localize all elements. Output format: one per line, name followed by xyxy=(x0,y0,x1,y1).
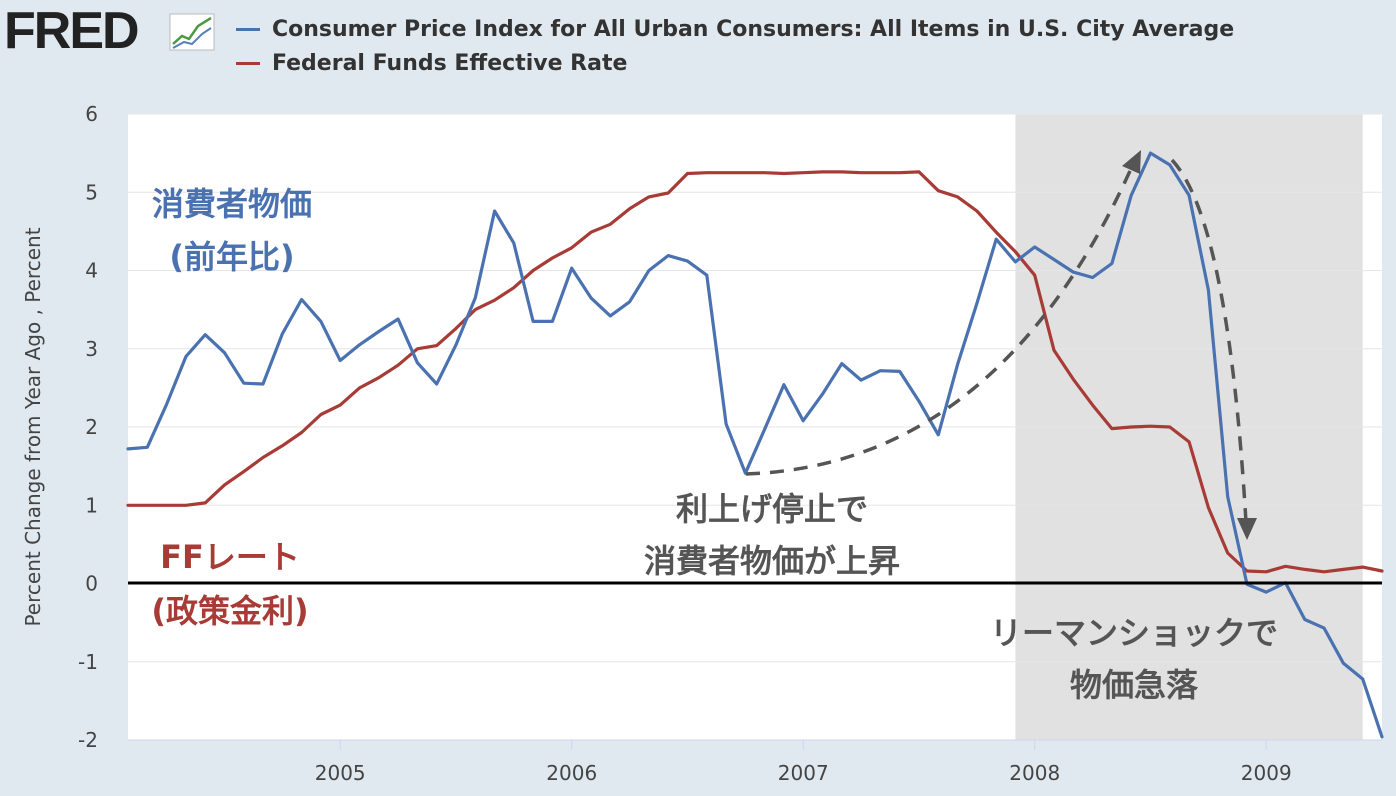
legend-item-ffr[interactable]: Federal Funds Effective Rate xyxy=(236,48,627,78)
rise-arrow xyxy=(745,161,1136,476)
y-tick-label: -1 xyxy=(78,650,98,674)
legend-swatch-ffr xyxy=(236,61,260,65)
series-line-ffr[interactable] xyxy=(126,170,1384,574)
x-axis-ticks: 2005 2006 2007 2008 2009 xyxy=(128,739,1382,785)
series-line-cpi[interactable] xyxy=(126,151,1384,739)
rise-arrow-head xyxy=(1122,150,1141,174)
y-axis-ticks: 6 5 4 3 2 1 0 -1 -2 xyxy=(78,102,98,752)
annotation-pause-1: 利上げ停止で xyxy=(676,490,868,528)
legend-label-ffr: Federal Funds Effective Rate xyxy=(272,50,628,76)
series-layer xyxy=(126,151,1384,739)
fall-arrow-head xyxy=(1237,518,1257,540)
x-tick-label: 2005 xyxy=(315,761,366,785)
y-tick-label: 2 xyxy=(85,415,98,439)
y-tick-label: 4 xyxy=(85,259,98,283)
fred-logo[interactable]: FRED xyxy=(4,4,219,56)
y-tick-label: 5 xyxy=(85,180,98,204)
fall-arrow xyxy=(1170,158,1248,523)
x-tick-label: 2006 xyxy=(546,761,597,785)
y-tick-label: -2 xyxy=(78,728,98,752)
annotation-lehman-2: 物価急落 xyxy=(1070,666,1199,704)
fred-chart-icon-line-blue xyxy=(172,27,212,49)
annotation-pause-2: 消費者物価が上昇 xyxy=(644,542,900,580)
x-tick-label: 2009 xyxy=(1241,761,1292,785)
x-tick-label: 2007 xyxy=(778,761,829,785)
annotation-lehman-1: リーマンショックで xyxy=(990,614,1278,652)
y-tick-label: 1 xyxy=(85,493,98,517)
annotation-cpi-1: 消費者物価 xyxy=(152,185,312,223)
x-tick-label: 2008 xyxy=(1009,761,1060,785)
y-tick-label: 6 xyxy=(85,102,98,126)
annotation-cpi-2: (前年比) xyxy=(169,238,294,276)
legend-label-cpi: Consumer Price Index for All Urban Consu… xyxy=(272,16,1235,42)
chart-header: FRED Consumer Price Index for All Urban … xyxy=(0,0,1396,90)
annotation-ff-1: FFレート xyxy=(160,538,300,576)
annotation-ff-2: (政策金利) xyxy=(151,592,308,630)
y-axis-label: Percent Change from Year Ago , Percent xyxy=(21,227,45,626)
legend-swatch-cpi xyxy=(236,27,260,31)
y-tick-label: 3 xyxy=(85,337,98,361)
fred-chart-icon-line-green xyxy=(172,16,212,45)
y-tick-label: 0 xyxy=(85,572,98,596)
legend-item-cpi[interactable]: Consumer Price Index for All Urban Consu… xyxy=(236,14,1234,44)
fred-logo-text: FRED xyxy=(4,4,138,56)
